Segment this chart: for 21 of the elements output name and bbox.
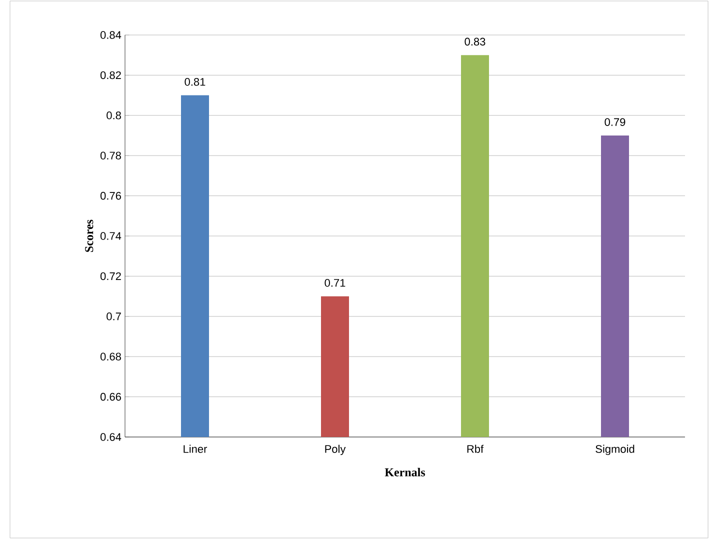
x-tick-label: Rbf (467, 444, 484, 453)
y-tick-label: 0.64 (100, 433, 122, 441)
x-tick-label: Poly (325, 444, 346, 456)
x-tick-label: Sigmoid (596, 444, 634, 456)
x-tick-label: Liner (184, 444, 208, 453)
y-tick-label: 0.82 (100, 71, 121, 80)
data-label: 0.83 (464, 38, 486, 46)
y-tick-label: 0.68 (100, 352, 121, 360)
y-tick-label: 0.8 (106, 112, 121, 120)
data-label: 0.81 (184, 78, 206, 86)
y-tick-label: 0.84 (100, 31, 122, 39)
x-axis-title: Kernals (384, 468, 426, 476)
y-tick-label: 0.78 (100, 152, 121, 160)
y-axis-title: Scores (85, 220, 94, 252)
y-tick-label: 0.76 (100, 192, 121, 200)
y-tick-label: 0.74 (100, 232, 122, 240)
y-tick-label: 0.66 (100, 392, 121, 401)
y-tick-label: 0.7 (106, 312, 121, 320)
data-label: 0.79 (604, 118, 626, 126)
y-tick-label: 0.72 (100, 272, 121, 280)
data-label: 0.71 (324, 278, 346, 287)
